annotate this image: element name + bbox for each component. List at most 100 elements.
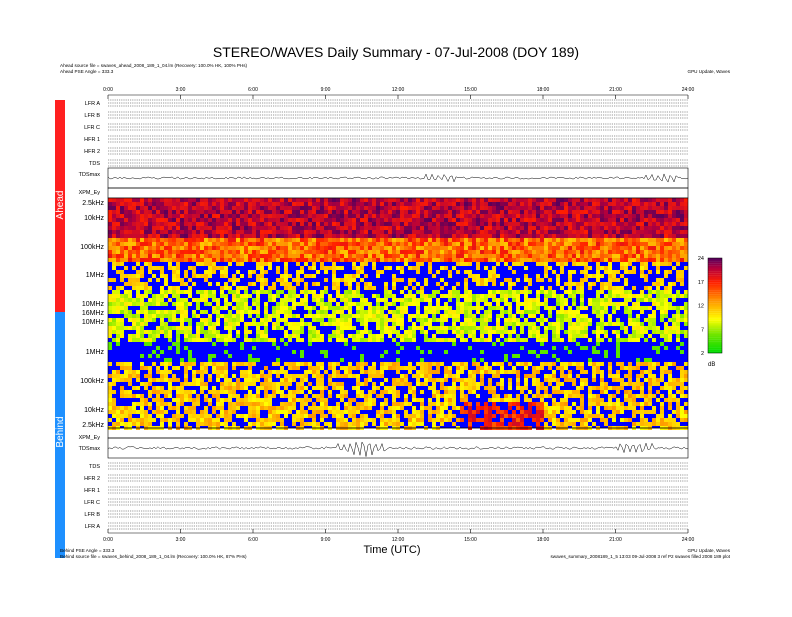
spectrogram-cell [400, 234, 404, 238]
spectrogram-cell [284, 206, 288, 210]
spectrogram-cell [324, 238, 328, 242]
spectrogram-cell [120, 306, 124, 310]
spectrogram-cell [236, 294, 240, 298]
spectrogram-cell [380, 298, 384, 302]
spectrogram-cell [312, 218, 316, 222]
spectrogram-cell [300, 290, 304, 294]
spectrogram-cell [568, 286, 572, 290]
spectrogram-cell [364, 274, 368, 278]
spectrogram-cell [504, 242, 508, 246]
spectrogram-cell [136, 214, 140, 218]
spectrogram-cell [380, 218, 384, 222]
spectrogram-cell [488, 198, 492, 202]
spectrogram-cell [316, 318, 320, 322]
spectrogram-cell [244, 402, 248, 406]
spectrogram-cell [220, 198, 224, 202]
spectrogram-cell [132, 318, 136, 322]
spectrogram-cell [496, 422, 500, 426]
spectrogram-cell [208, 418, 212, 422]
spectrogram-cell [504, 394, 508, 398]
spectrogram-cell [168, 386, 172, 390]
spectrogram-cell [124, 250, 128, 254]
spectrogram-cell [164, 218, 168, 222]
spectrogram-cell [280, 226, 284, 230]
spectrogram-cell [292, 238, 296, 242]
spectrogram-cell [328, 334, 332, 338]
spectrogram-cell [296, 302, 300, 306]
spectrogram-cell [400, 310, 404, 314]
spectrogram-cell [520, 210, 524, 214]
spectrogram-cell [128, 214, 132, 218]
spectrogram-cell [552, 214, 556, 218]
spectrogram-cell [460, 310, 464, 314]
spectrogram-cell [364, 214, 368, 218]
spectrogram-cell [516, 394, 520, 398]
spectrogram-cell [236, 258, 240, 262]
spectrogram-cell [404, 254, 408, 258]
spectrogram-cell [576, 334, 580, 338]
spectrogram-cell [160, 254, 164, 258]
spectrogram-cell [404, 262, 408, 266]
spectrogram-cell [344, 298, 348, 302]
spectrogram-cell [424, 206, 428, 210]
spectrogram-cell [392, 338, 396, 342]
spectrogram-cell [468, 238, 472, 242]
spectrogram-cell [292, 378, 296, 382]
spectrogram-cell [152, 298, 156, 302]
spectrogram-cell [120, 198, 124, 202]
spectrogram-cell [396, 382, 400, 386]
spectrogram-cell [204, 394, 208, 398]
spectrogram-cell [512, 262, 516, 266]
spectrogram-cell [444, 310, 448, 314]
spectrogram-cell [536, 202, 540, 206]
spectrogram-cell [420, 254, 424, 258]
spectrogram-cell [316, 398, 320, 402]
spectrogram-cell [568, 198, 572, 202]
spectrogram-cell [252, 282, 256, 286]
spectrogram-cell [364, 378, 368, 382]
spectrogram-cell [112, 302, 116, 306]
spectrogram-cell [460, 338, 464, 342]
spectrogram-cell [568, 254, 572, 258]
spectrogram-cell [508, 230, 512, 234]
spectrogram-cell [360, 270, 364, 274]
spectrogram-cell [448, 414, 452, 418]
spectrogram-cell [176, 294, 180, 298]
spectrogram-cell [132, 238, 136, 242]
spectrogram-cell [376, 226, 380, 230]
spectrogram-cell [320, 230, 324, 234]
spectrogram-cell [312, 334, 316, 338]
spectrogram-cell [240, 258, 244, 262]
spectrogram-cell [152, 254, 156, 258]
spectrogram-cell [264, 402, 268, 406]
spectrogram-cell [236, 210, 240, 214]
spectrogram-cell [512, 402, 516, 406]
spectrogram-cell [552, 242, 556, 246]
spectrogram-cell [316, 378, 320, 382]
spectrogram-cell [336, 226, 340, 230]
spectrogram-cell [136, 218, 140, 222]
spectrogram-cell [284, 414, 288, 418]
spectrogram-cell [132, 218, 136, 222]
spectrogram-cell [568, 406, 572, 410]
spectrogram-cell [308, 366, 312, 370]
spectrogram-cell [200, 254, 204, 258]
spectrogram-cell [512, 294, 516, 298]
spectrogram-cell [268, 238, 272, 242]
spectrogram-cell [176, 390, 180, 394]
spectrogram-cell [264, 290, 268, 294]
spectrogram-cell [384, 298, 388, 302]
spectrogram-cell [460, 334, 464, 338]
spectrogram-cell [564, 418, 568, 422]
spectrogram-cell [392, 394, 396, 398]
spectrogram-cell [348, 362, 352, 366]
spectrogram-cell [508, 302, 512, 306]
spectrogram-cell [128, 410, 132, 414]
spectrogram-cell [168, 218, 172, 222]
spectrogram-cell [500, 294, 504, 298]
spectrogram-cell [156, 242, 160, 246]
spectrogram-cell [144, 374, 148, 378]
spectrogram-cell [132, 254, 136, 258]
spectrogram-cell [132, 302, 136, 306]
spectrogram-cell [168, 314, 172, 318]
